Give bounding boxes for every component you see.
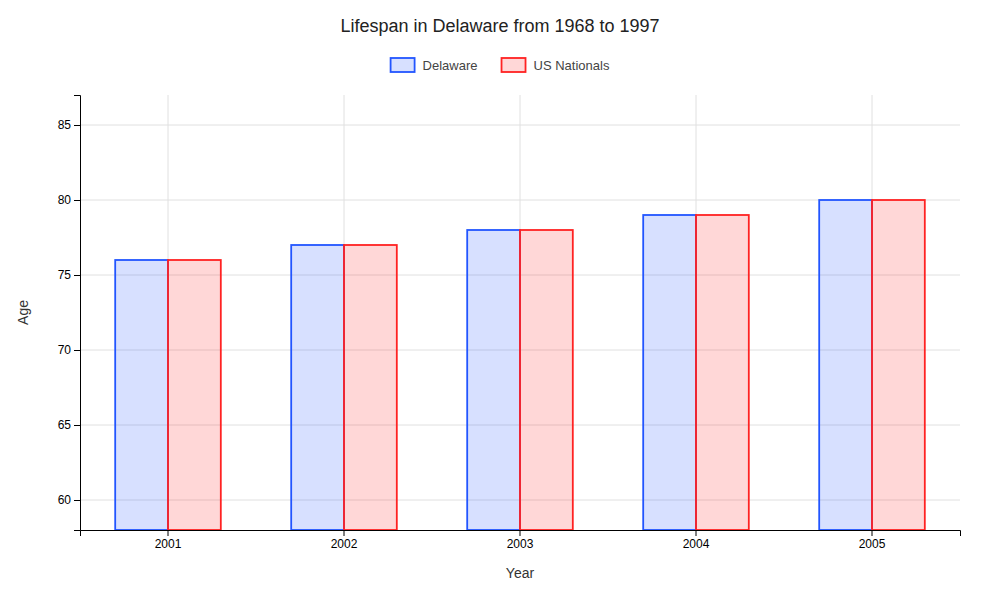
tick-label: 2002	[331, 537, 358, 551]
tick: 2001	[155, 530, 182, 551]
bar	[291, 245, 344, 530]
tick-mark	[74, 425, 80, 426]
bar	[819, 200, 872, 530]
y-axis: 60 65 70 75 80 85	[58, 96, 81, 531]
tick-mark	[74, 275, 80, 276]
bar	[344, 245, 397, 530]
axis-line	[74, 96, 81, 531]
tick: 70	[58, 343, 80, 357]
bar	[520, 230, 573, 530]
tick-label: 2001	[155, 537, 182, 551]
tick-mark	[74, 500, 80, 501]
tick: 2002	[331, 530, 358, 551]
tick: 2005	[859, 530, 886, 551]
grid	[80, 95, 960, 530]
tick-mark	[74, 125, 80, 126]
tick-mark	[872, 530, 873, 536]
tick: 75	[58, 268, 80, 282]
bar	[467, 230, 520, 530]
y-axis-title: Age	[15, 300, 31, 325]
bar	[168, 260, 221, 530]
bar	[696, 215, 749, 530]
series	[168, 200, 925, 530]
tick: 60	[58, 493, 80, 507]
tick: 80	[58, 193, 80, 207]
tick-label: 60	[58, 493, 72, 507]
plot: 2001 2002 2003 2004 2005 60 65 70 75 80 85	[58, 95, 961, 551]
bar	[872, 200, 925, 530]
tick-label: 2004	[683, 537, 710, 551]
title: Lifespan in Delaware from 1968 to 1997	[340, 16, 659, 36]
tick-mark	[696, 530, 697, 536]
axis-line	[81, 531, 961, 537]
legend-label: US Nationals	[534, 58, 610, 73]
tick: 2003	[507, 530, 534, 551]
tick-mark	[344, 530, 345, 536]
legend-swatch	[502, 58, 526, 72]
x-axis: 2001 2002 2003 2004 2005	[81, 530, 961, 551]
tick-mark	[74, 200, 80, 201]
tick-label: 80	[58, 193, 72, 207]
tick: 65	[58, 418, 80, 432]
series	[115, 200, 872, 530]
legend-item: US Nationals	[502, 58, 610, 73]
bar	[643, 215, 696, 530]
x-axis-title: Year	[506, 565, 535, 581]
legend-label: Delaware	[423, 58, 478, 73]
legend-swatch	[391, 58, 415, 72]
tick-label: 85	[58, 118, 72, 132]
bar	[115, 260, 168, 530]
tick: 2004	[683, 530, 710, 551]
legend: Delaware US Nationals	[391, 58, 610, 73]
legend-item: Delaware	[391, 58, 478, 73]
tick-label: 65	[58, 418, 72, 432]
tick: 85	[58, 118, 80, 132]
tick-label: 70	[58, 343, 72, 357]
tick-mark	[168, 530, 169, 536]
tick-label: 2003	[507, 537, 534, 551]
tick-mark	[74, 350, 80, 351]
chart: 2001 2002 2003 2004 2005 60 65 70 75 80 85 Year Age L…	[0, 0, 1000, 600]
bars	[115, 200, 925, 530]
tick-label: 2005	[859, 537, 886, 551]
tick-label: 75	[58, 268, 72, 282]
tick-mark	[520, 530, 521, 536]
